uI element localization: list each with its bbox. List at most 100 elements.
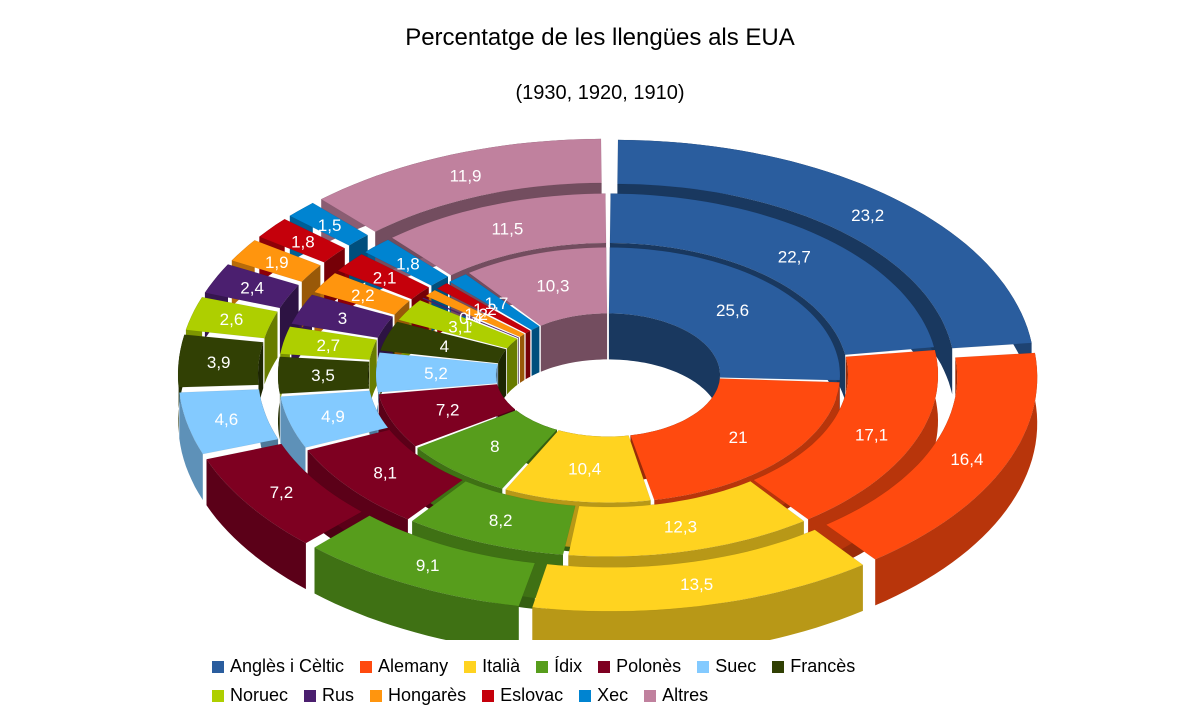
data-label-1910-12: 11,9 xyxy=(450,166,482,185)
legend-label: Anglès i Cèltic xyxy=(230,656,345,676)
data-label-1910-6: 3,9 xyxy=(207,353,231,372)
data-label-1920-0: 22,7 xyxy=(778,247,811,266)
slice-1930-suec xyxy=(375,352,499,393)
data-label-1910-2: 13,5 xyxy=(680,575,713,594)
data-label-1910-1: 16,4 xyxy=(950,450,983,469)
slice-1920-franc-s xyxy=(277,356,370,395)
slice-1920--dix xyxy=(411,480,576,556)
slice-1930-xec xyxy=(448,273,541,331)
data-label-1910-9: 1,9 xyxy=(265,253,289,272)
legend-swatch xyxy=(304,689,317,702)
legend-swatch xyxy=(598,660,611,673)
legend-item: Noruec xyxy=(212,685,288,706)
slice-1930-altres xyxy=(468,247,608,327)
data-label-1910-5: 4,6 xyxy=(215,410,239,429)
slice-side-1920-1 xyxy=(808,350,938,566)
donut-chart: 25,6 21 10,4 8 7,2 5,2 43,10,41,21,21,7 10,3 22,… xyxy=(177,138,1038,640)
data-label-1920-2: 12,3 xyxy=(664,518,697,537)
slice-1930-alemany xyxy=(629,378,840,501)
slice-1910-hongar-s xyxy=(231,239,321,283)
slice-1920-eslovac xyxy=(337,253,430,300)
slice-side-1930-11 xyxy=(531,326,540,376)
slice-1920-alemany xyxy=(752,349,939,520)
slice-1930-angl-s-i-c-ltic xyxy=(608,247,841,381)
slice-1920-xec xyxy=(364,239,449,286)
data-label-1920-5: 4,9 xyxy=(321,407,345,426)
slice-1910--dix xyxy=(313,515,536,607)
slice-1910-polon-s xyxy=(205,443,363,544)
legend-label: Polonès xyxy=(616,656,682,676)
legend-item: Anglès i Cèltic xyxy=(212,656,344,677)
data-label-1930-11: 1,7 xyxy=(485,294,509,313)
slice-1920-polon-s xyxy=(307,429,464,520)
legend-label: Noruec xyxy=(230,685,289,705)
legend-swatch xyxy=(212,689,224,702)
data-label-1910-8: 2,4 xyxy=(240,278,264,297)
legend-item: Francès xyxy=(772,656,855,677)
legend-label: Italià xyxy=(482,656,521,676)
data-label-1930-12: 10,3 xyxy=(536,276,569,295)
slice-1910-rus xyxy=(204,264,300,309)
legend-label: Suec xyxy=(715,656,757,676)
slice-1920-altres xyxy=(391,193,607,276)
slice-side-1930-7 xyxy=(507,338,518,395)
slice-1910-eslovac xyxy=(258,218,346,263)
data-label-1910-11: 1,5 xyxy=(318,216,342,235)
data-label-1930-9: 1,2 xyxy=(464,305,488,324)
legend-swatch xyxy=(464,660,477,673)
legend-swatch xyxy=(697,660,710,673)
data-label-1910-3: 9,1 xyxy=(416,556,440,575)
slice-1920-rus xyxy=(290,294,394,339)
data-label-1910-0: 23,2 xyxy=(851,206,884,225)
slice-side-1910-7 xyxy=(264,311,278,385)
slice-side-1930-5 xyxy=(496,364,498,430)
data-label-1910-7: 2,6 xyxy=(220,310,244,329)
slice-1920-suec xyxy=(280,390,389,448)
legend-swatch xyxy=(536,660,549,673)
legend-item: Alemany xyxy=(360,656,448,677)
slice-side-1930-10 xyxy=(525,330,531,380)
slice-1930-polon-s xyxy=(378,383,516,447)
slice-1930-hongar-s xyxy=(425,289,526,338)
legend-label: Ídix xyxy=(554,656,583,676)
data-label-1930-6: 4 xyxy=(440,337,449,356)
legend-swatch xyxy=(482,689,495,702)
data-label-1930-0: 25,6 xyxy=(716,301,749,320)
slice-1930-eslovac xyxy=(436,282,531,334)
slice-1910-alemany xyxy=(825,352,1038,560)
legend-item: Hongarès xyxy=(370,685,466,706)
data-label-1920-4: 8,1 xyxy=(373,464,397,483)
slice-side-1920-7 xyxy=(369,339,377,406)
chart-subtitle: (1930, 1920, 1910) xyxy=(515,82,685,104)
data-label-1930-10: 1,2 xyxy=(473,300,497,319)
data-label-1930-8: 0,4 xyxy=(459,309,483,328)
slice-1910-xec xyxy=(289,202,369,246)
legend-swatch xyxy=(772,660,785,673)
data-label-1930-3: 8 xyxy=(490,437,499,456)
legend-label: Hongarès xyxy=(388,685,467,705)
legend-label: Francès xyxy=(790,656,856,676)
legend-swatch xyxy=(579,689,592,702)
slice-side-1910-5 xyxy=(179,392,203,500)
data-label-1910-10: 1,8 xyxy=(291,232,315,251)
legend-item: Polonès xyxy=(598,656,681,677)
slice-side-1930-8 xyxy=(518,337,519,385)
legend-item: Altres xyxy=(644,685,708,706)
slice-side-1910-8 xyxy=(279,285,299,354)
legend-item: Xec xyxy=(579,685,628,706)
slice-side-1910-6 xyxy=(258,342,264,431)
chart-title: Percentatge de les llengües als EUA xyxy=(405,24,795,51)
data-label-1920-11: 1,8 xyxy=(396,254,420,273)
slice-side-1930-9 xyxy=(520,334,525,383)
data-label-1930-7: 3,1 xyxy=(448,318,472,337)
slice-1910-altres xyxy=(320,138,602,233)
slice-1910-angl-s-i-c-ltic xyxy=(617,139,1032,349)
legend-row: Noruec Rus Hongarès Eslovac Xec Altres xyxy=(212,681,1032,710)
slice-1930-itali- xyxy=(505,429,652,503)
data-label-1930-1: 21 xyxy=(729,428,748,447)
legend-label: Alemany xyxy=(378,656,449,676)
legend-swatch xyxy=(644,689,657,702)
legend-swatch xyxy=(360,660,373,673)
legend-item: Italià xyxy=(464,656,520,677)
slice-side-1910-2 xyxy=(532,564,863,640)
